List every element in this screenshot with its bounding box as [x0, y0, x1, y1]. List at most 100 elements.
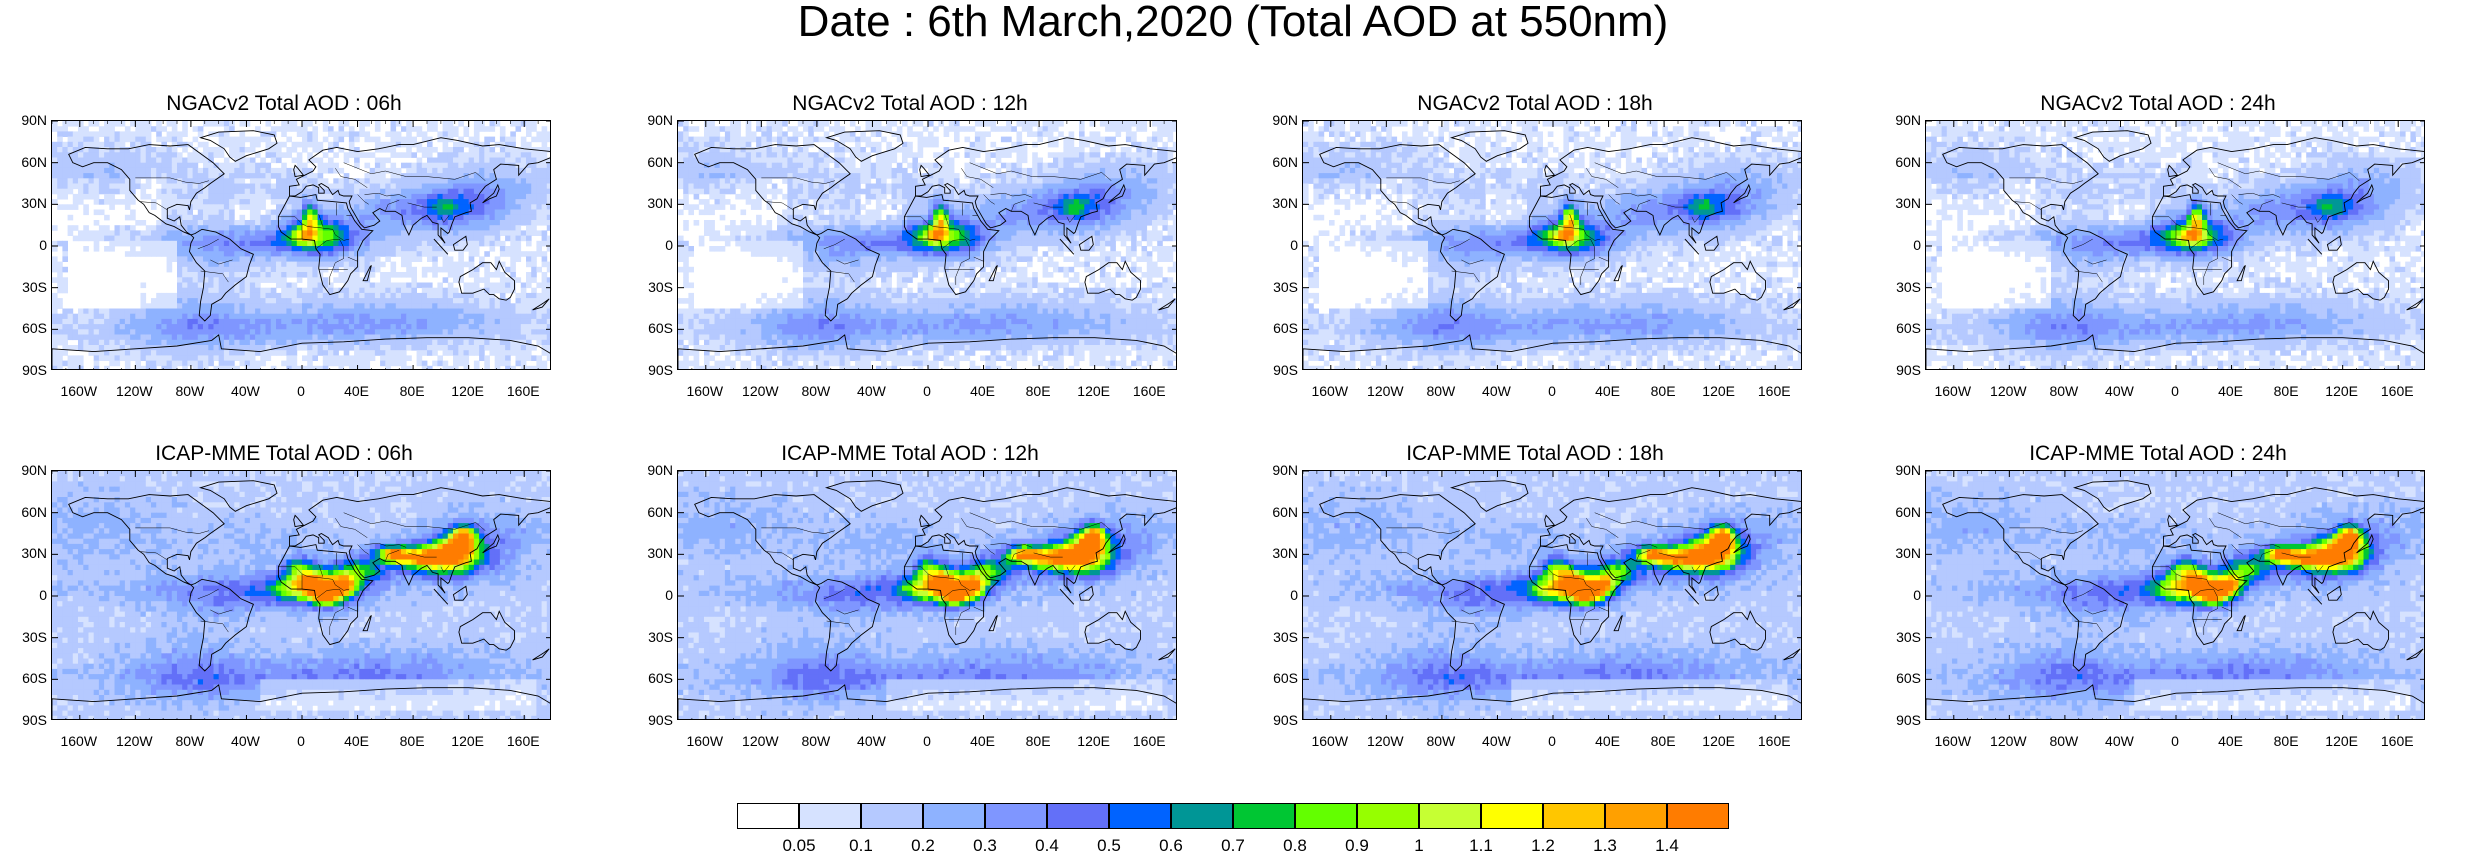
colorbar-swatch — [923, 803, 985, 829]
longitude-tick-label: 120W — [1990, 734, 2027, 748]
longitude-tick-label: 160E — [1758, 384, 1791, 398]
longitude-tick-label: 80W — [801, 734, 830, 748]
longitude-tick-label: 120W — [742, 384, 779, 398]
latitude-tick-label: 90S — [648, 713, 673, 727]
colorbar-level-label: 1.2 — [1531, 837, 1555, 855]
longitude-tick-label: 160W — [60, 384, 97, 398]
latitude-tick-label: 60N — [647, 155, 673, 169]
colorbar-level-label: 0.3 — [973, 837, 997, 855]
colorbar-swatch — [861, 803, 923, 829]
longitude-tick-label: 80E — [1026, 384, 1051, 398]
latitude-tick-label: 60N — [21, 155, 47, 169]
longitude-tick-label: 40E — [344, 734, 369, 748]
panel-title: NGACv2 Total AOD : 12h — [640, 92, 1180, 116]
longitude-tick-label: 40E — [344, 384, 369, 398]
latitude-tick-label: 90N — [21, 113, 47, 127]
longitude-tick-label: 80E — [2274, 734, 2299, 748]
aod-map — [677, 470, 1177, 720]
latitude-tick-label: 60S — [648, 321, 673, 335]
longitude-tick-label: 40W — [857, 734, 886, 748]
longitude-tick-label: 160W — [60, 734, 97, 748]
latitude-tick-label: 90S — [22, 713, 47, 727]
panel-title: ICAP-MME Total AOD : 18h — [1265, 442, 1805, 466]
longitude-tick-label: 0 — [923, 384, 931, 398]
longitude-tick-label: 40W — [1482, 384, 1511, 398]
longitude-tick-label: 0 — [297, 734, 305, 748]
aod-map — [1302, 470, 1802, 720]
latitude-tick-label: 30N — [647, 196, 673, 210]
latitude-tick-label: 60S — [22, 321, 47, 335]
latitude-tick-label: 60N — [1895, 505, 1921, 519]
colorbar-swatch — [1171, 803, 1233, 829]
colorbar-level-label: 0.7 — [1221, 837, 1245, 855]
longitude-tick-label: 40W — [2105, 384, 2134, 398]
aod-field — [1303, 471, 1802, 720]
aod-field — [678, 121, 1177, 370]
longitude-tick-label: 40W — [1482, 734, 1511, 748]
panel-title: NGACv2 Total AOD : 18h — [1265, 92, 1805, 116]
longitude-tick-label: 40E — [970, 384, 995, 398]
longitude-tick-label: 80E — [1651, 384, 1676, 398]
longitude-tick-label: 40W — [231, 734, 260, 748]
panel-title: ICAP-MME Total AOD : 06h — [14, 442, 554, 466]
longitude-tick-label: 160E — [2381, 384, 2414, 398]
colorbar-level-label: 0.2 — [911, 837, 935, 855]
longitude-tick-label: 40E — [2218, 734, 2243, 748]
latitude-tick-label: 90N — [1895, 463, 1921, 477]
latitude-tick-label: 30S — [648, 630, 673, 644]
latitude-tick-label: 90S — [648, 363, 673, 377]
longitude-tick-label: 120E — [1077, 384, 1110, 398]
latitude-tick-label: 90N — [21, 463, 47, 477]
colorbar-swatch — [1419, 803, 1481, 829]
longitude-tick-label: 160W — [1934, 384, 1971, 398]
latitude-tick-label: 0 — [665, 588, 673, 602]
longitude-tick-label: 40E — [1595, 384, 1620, 398]
latitude-tick-label: 90N — [1895, 113, 1921, 127]
colorbar-level-label: 0.8 — [1283, 837, 1307, 855]
longitude-tick-label: 120E — [1702, 384, 1735, 398]
longitude-tick-label: 80W — [2049, 384, 2078, 398]
longitude-tick-label: 120E — [451, 734, 484, 748]
latitude-tick-label: 90S — [1896, 363, 1921, 377]
longitude-tick-label: 120E — [2325, 384, 2358, 398]
longitude-tick-label: 0 — [297, 384, 305, 398]
latitude-tick-label: 0 — [665, 238, 673, 252]
latitude-tick-label: 90N — [1272, 463, 1298, 477]
aod-map — [1925, 470, 2425, 720]
longitude-tick-label: 0 — [1548, 734, 1556, 748]
aod-map — [51, 470, 551, 720]
latitude-tick-label: 0 — [39, 588, 47, 602]
longitude-tick-label: 80W — [1426, 384, 1455, 398]
colorbar-level-label: 0.6 — [1159, 837, 1183, 855]
longitude-tick-label: 160E — [507, 734, 540, 748]
aod-map — [677, 120, 1177, 370]
longitude-tick-label: 0 — [2171, 734, 2179, 748]
latitude-tick-label: 60S — [1273, 321, 1298, 335]
latitude-tick-label: 60N — [21, 505, 47, 519]
latitude-tick-label: 60N — [1895, 155, 1921, 169]
longitude-tick-label: 80W — [2049, 734, 2078, 748]
longitude-tick-label: 40W — [2105, 734, 2134, 748]
latitude-tick-label: 90N — [647, 463, 673, 477]
latitude-tick-label: 0 — [1913, 588, 1921, 602]
colorbar-level-label: 1.4 — [1655, 837, 1679, 855]
colorbar-level-label: 1.3 — [1593, 837, 1617, 855]
colorbar-swatch — [737, 803, 799, 829]
colorbar-swatch — [1605, 803, 1667, 829]
longitude-tick-label: 120E — [1077, 734, 1110, 748]
